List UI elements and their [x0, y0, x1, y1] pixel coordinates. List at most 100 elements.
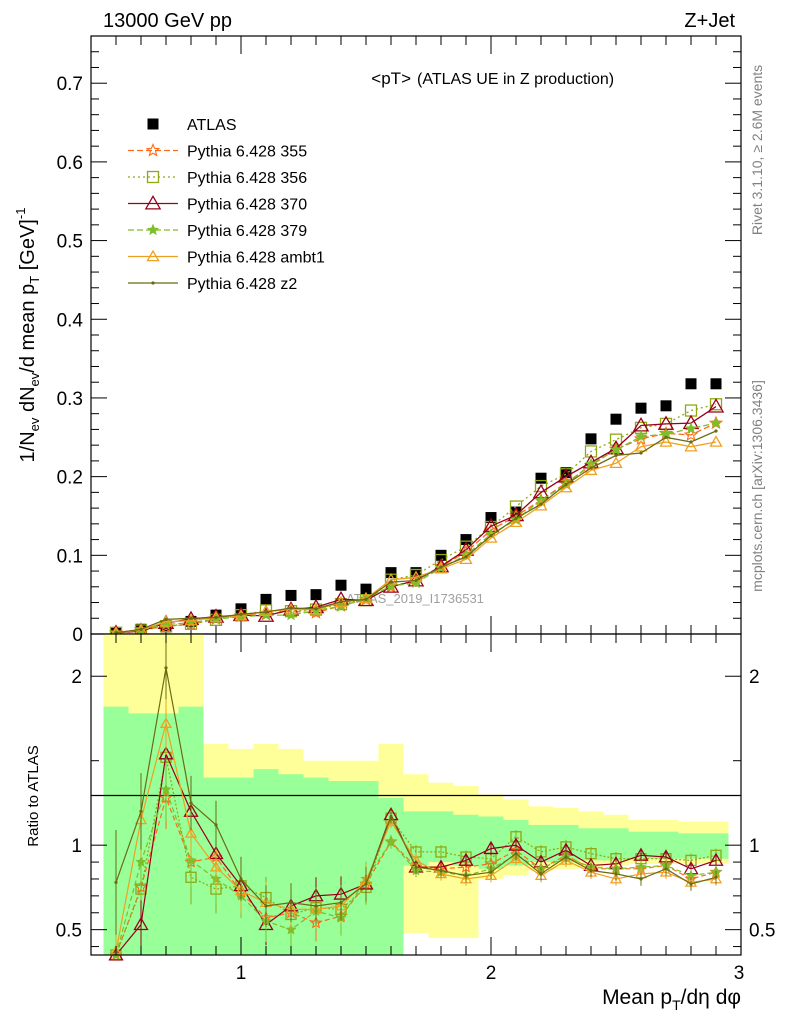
ratio-point-z2-shape	[214, 823, 218, 827]
legend-label-p370: Pythia 6.428 370	[187, 197, 307, 214]
point-z2	[489, 534, 493, 538]
ratio-point-z2	[614, 872, 618, 876]
point-z2	[664, 435, 668, 439]
plot-title: <pT>	[371, 69, 411, 88]
ratio-point-ambt1-shape	[659, 865, 673, 877]
point-data	[335, 579, 347, 591]
ratio-point-ambt1-shape	[559, 854, 573, 865]
ratio-series	[108, 636, 724, 961]
point-z2-shape	[589, 466, 593, 470]
point-z2-shape	[414, 578, 418, 583]
ratio-point-z2	[489, 870, 493, 874]
mcplots-label: mcplots.cern.ch [arXiv:1306.3436]	[749, 380, 765, 592]
point-p356-shape	[534, 479, 548, 493]
ratio-point-ambt1-shape	[509, 852, 523, 864]
ratio-point-z2	[364, 882, 368, 886]
point-data	[585, 433, 597, 445]
ratio-point-p370-shape	[133, 916, 149, 931]
point-ambt1-shape	[384, 572, 398, 585]
main-y-tick-label: 0.3	[57, 389, 83, 410]
ratio-point-z2	[664, 867, 668, 871]
point-data-shape	[535, 472, 547, 484]
ratio-point-z2	[314, 904, 318, 908]
point-z2	[139, 627, 143, 632]
ratio-point-p370-shape	[458, 852, 474, 866]
point-z2-shape	[439, 565, 443, 569]
main-panel: 0 0.1 0.2 0.3 0.4 0.5 0.6 0.7 <pT> (ATLAS UE in…	[13, 35, 742, 646]
point-z2	[414, 578, 418, 583]
point-data-shape	[335, 579, 347, 591]
ratio-point-z2	[339, 901, 343, 905]
point-z2	[589, 466, 593, 470]
ratio-point-z2-shape	[189, 801, 193, 805]
point-data-shape	[635, 402, 647, 414]
ratio-point-p370	[633, 847, 649, 861]
ratio-point-ambt1	[459, 872, 473, 884]
main-ticks: 0 0.1 0.2 0.3 0.4 0.5 0.6 0.7	[57, 36, 741, 646]
point-p379-shape	[259, 608, 273, 621]
legend-label-p379: Pythia 6.428 379	[187, 223, 307, 240]
point-z2-shape	[339, 600, 343, 604]
ratio-point-z2-shape	[514, 852, 518, 856]
point-z2	[189, 616, 193, 620]
point-z2	[389, 580, 393, 584]
point-z2-shape	[239, 612, 243, 616]
ratio-point-z2-shape	[564, 855, 568, 859]
ratio-point-z2-shape	[314, 904, 318, 908]
point-z2	[239, 612, 243, 616]
point-data-shape	[685, 378, 697, 390]
ratio-point-z2-shape	[464, 873, 468, 878]
point-p379	[634, 430, 648, 442]
point-data	[560, 467, 572, 479]
ratio-point-ambt1	[559, 854, 573, 865]
point-data-shape	[485, 512, 497, 524]
point-data-shape	[660, 400, 672, 412]
point-ambt1	[684, 439, 698, 452]
ratio-point-z2	[714, 875, 718, 879]
legend-item-ambt1: Pythia 6.428 ambt1	[128, 250, 325, 267]
ratio-point-p379	[285, 923, 297, 935]
ratio-y-tick-label-right: 0.5	[749, 921, 775, 942]
ratio-x-tick-label: 3	[734, 963, 745, 984]
ratio-y-axis-label: Ratio to ATLAS	[25, 745, 42, 846]
ratio-point-z2-shape	[114, 880, 118, 884]
point-data	[710, 378, 722, 390]
ratio-x-axis-label: Mean pT/dη dφ	[602, 986, 741, 1013]
legend-label-ambt1: Pythia 6.428 ambt1	[187, 250, 325, 267]
point-z2	[214, 615, 218, 620]
point-ambt1-shape	[659, 435, 673, 447]
legend-item-p356: Pythia 6.428 356	[128, 170, 307, 187]
header-left: 13000 GeV pp	[103, 10, 232, 32]
point-data-shape	[460, 534, 472, 546]
legend-item-p379: Pythia 6.428 379	[128, 223, 307, 240]
legend-item-data: ATLAS	[147, 117, 237, 134]
ratio-point-ambt1-shape	[184, 827, 198, 838]
series-ambt1	[109, 435, 723, 638]
ratio-point-ambt1	[159, 717, 173, 728]
ratio-point-z2-shape	[589, 868, 593, 873]
ratio-point-p370	[708, 852, 724, 866]
plot-title-sub: (ATLAS UE in Z production)	[417, 71, 614, 88]
ratio-y-tick-label: 1	[71, 836, 82, 857]
point-p379	[684, 422, 698, 434]
ratio-point-z2	[239, 877, 243, 881]
point-ambt1-shape	[634, 439, 648, 452]
legend-item-z2: Pythia 6.428 z2	[128, 276, 297, 293]
main-y-tick-label: 0.1	[57, 546, 83, 567]
point-z2	[464, 555, 468, 559]
point-z2-shape	[539, 502, 543, 506]
point-z2-shape	[639, 451, 643, 455]
point-p379	[609, 443, 623, 456]
point-z2	[539, 502, 543, 506]
ratio-point-z2-shape	[164, 666, 168, 670]
point-z2	[314, 607, 318, 611]
ratio-point-ambt1-shape	[434, 867, 448, 879]
point-data-shape	[710, 378, 722, 390]
point-z2	[614, 453, 618, 457]
ratio-point-z2	[539, 872, 543, 876]
point-data	[360, 583, 372, 595]
ratio-point-ambt1-shape	[209, 860, 223, 872]
point-p370-shape	[407, 572, 425, 587]
legend: ATLAS Pythia 6.428 355 Pythia 6.428 356 Pyt…	[128, 117, 325, 293]
ratio-point-p379-shape	[385, 835, 397, 847]
